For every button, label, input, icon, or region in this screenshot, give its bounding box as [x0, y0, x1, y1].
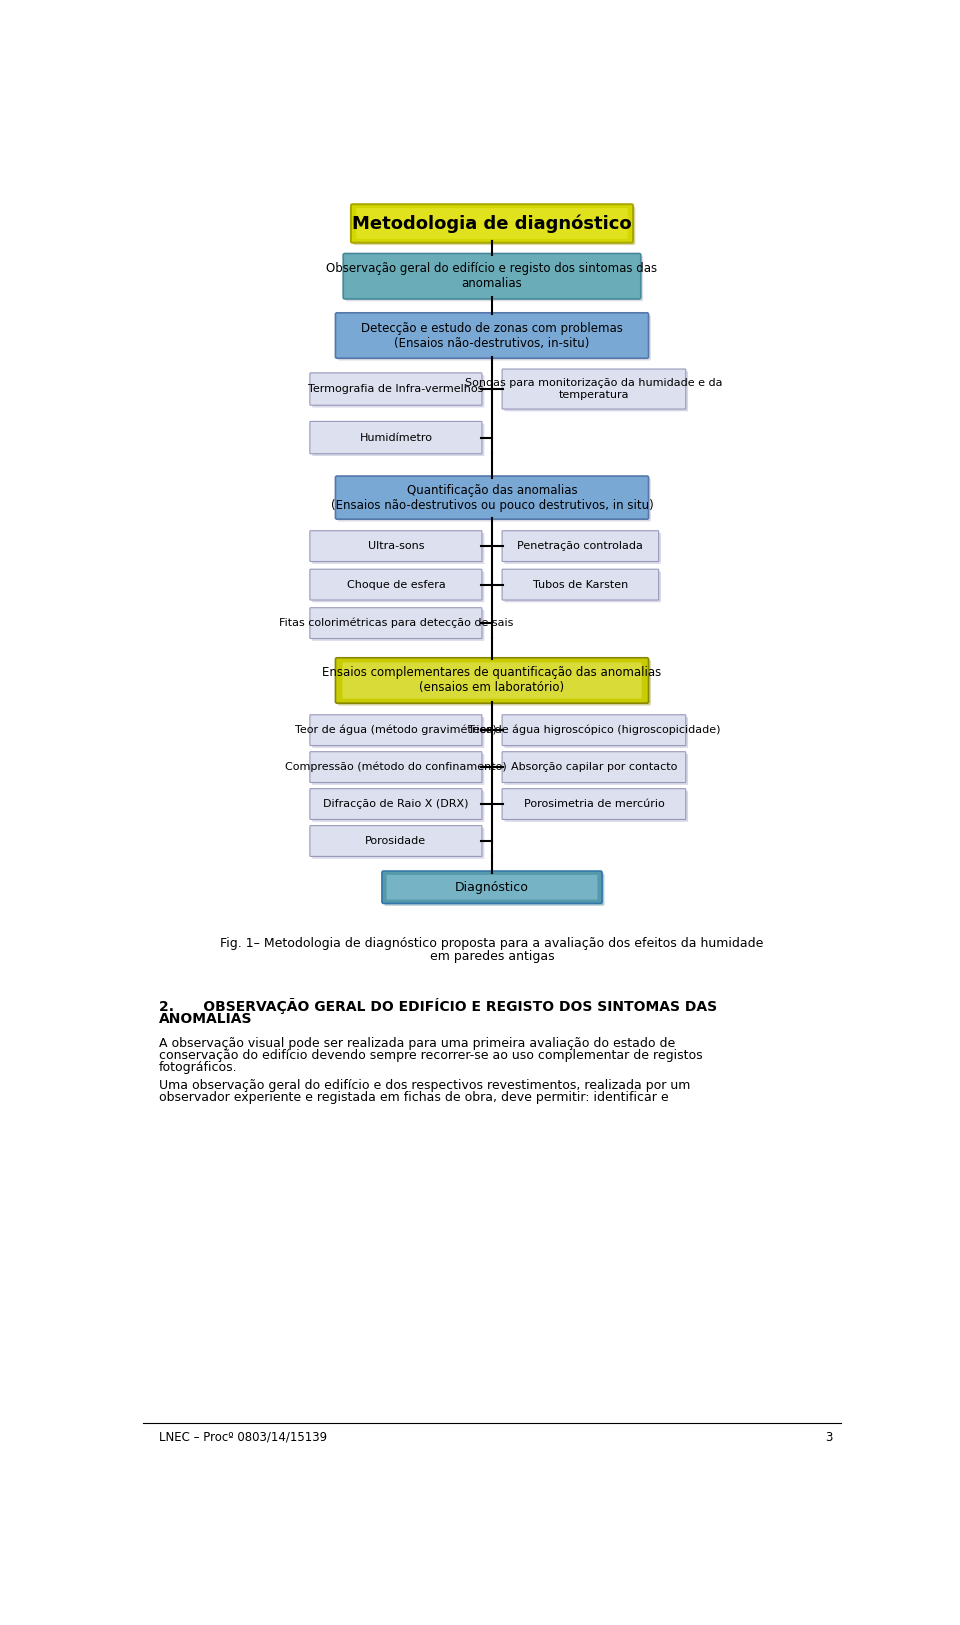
- Text: Uma observação geral do edifício e dos respectivos revestimentos, realizada por : Uma observação geral do edifício e dos r…: [158, 1079, 690, 1092]
- FancyBboxPatch shape: [504, 533, 660, 564]
- Text: Penetração controlada: Penetração controlada: [517, 541, 643, 551]
- Text: Fitas colorimétricas para detecção de sais: Fitas colorimétricas para detecção de sa…: [278, 618, 513, 629]
- FancyBboxPatch shape: [343, 663, 641, 699]
- FancyBboxPatch shape: [504, 372, 688, 411]
- Text: Sondas para monitorização da humidade e da
temperatura: Sondas para monitorização da humidade e …: [466, 379, 723, 400]
- FancyBboxPatch shape: [335, 658, 649, 704]
- Text: Metodologia de diagnóstico: Metodologia de diagnóstico: [352, 214, 632, 232]
- Text: Detecção e estudo de zonas com problemas
(Ensaios não-destrutivos, in-situ): Detecção e estudo de zonas com problemas…: [361, 322, 623, 349]
- FancyBboxPatch shape: [338, 315, 651, 361]
- FancyBboxPatch shape: [502, 752, 685, 783]
- FancyBboxPatch shape: [310, 826, 482, 856]
- Text: Absorção capilar por contacto: Absorção capilar por contacto: [511, 762, 677, 772]
- Text: Ensaios complementares de quantificação das anomalias
(ensaios em laboratório): Ensaios complementares de quantificação …: [323, 666, 661, 694]
- Text: Porosidade: Porosidade: [366, 835, 426, 847]
- FancyBboxPatch shape: [338, 478, 651, 522]
- FancyBboxPatch shape: [351, 205, 633, 242]
- Text: Observação geral do edifício e registo dos sintomas das
anomalias: Observação geral do edifício e registo d…: [326, 262, 658, 291]
- FancyBboxPatch shape: [504, 717, 688, 748]
- Text: 3: 3: [826, 1432, 833, 1445]
- Text: Diagnóstico: Diagnóstico: [455, 881, 529, 894]
- FancyBboxPatch shape: [338, 660, 651, 705]
- FancyBboxPatch shape: [310, 608, 482, 639]
- Text: observador experiente e registada em fichas de obra, deve permitir: identificar : observador experiente e registada em fic…: [158, 1092, 668, 1105]
- FancyBboxPatch shape: [310, 372, 482, 405]
- FancyBboxPatch shape: [312, 533, 484, 564]
- FancyBboxPatch shape: [312, 829, 484, 858]
- FancyBboxPatch shape: [310, 569, 482, 600]
- FancyBboxPatch shape: [312, 375, 484, 408]
- Text: Difracção de Raio X (DRX): Difracção de Raio X (DRX): [324, 800, 468, 809]
- FancyBboxPatch shape: [310, 788, 482, 819]
- Text: ANOMALIAS: ANOMALIAS: [158, 1012, 252, 1025]
- Text: Teor de água (método gravimétrico): Teor de água (método gravimétrico): [295, 725, 496, 736]
- FancyBboxPatch shape: [502, 788, 685, 819]
- FancyBboxPatch shape: [312, 609, 484, 640]
- FancyBboxPatch shape: [504, 754, 688, 785]
- FancyBboxPatch shape: [312, 754, 484, 785]
- FancyBboxPatch shape: [310, 421, 482, 453]
- FancyBboxPatch shape: [335, 476, 649, 518]
- Text: Humidímetro: Humidímetro: [359, 432, 432, 442]
- Text: Termografia de Infra-vermelhos: Termografia de Infra-vermelhos: [308, 384, 484, 393]
- Text: LNEC – Procº 0803/14/15139: LNEC – Procº 0803/14/15139: [158, 1432, 326, 1445]
- FancyBboxPatch shape: [502, 369, 685, 410]
- Text: fotográficos.: fotográficos.: [158, 1061, 237, 1074]
- FancyBboxPatch shape: [312, 717, 484, 748]
- FancyBboxPatch shape: [353, 206, 636, 245]
- FancyBboxPatch shape: [502, 569, 659, 600]
- FancyBboxPatch shape: [356, 208, 628, 239]
- FancyBboxPatch shape: [384, 873, 605, 905]
- Text: Fig. 1– Metodologia de diagnóstico proposta para a avaliação dos efeitos da humi: Fig. 1– Metodologia de diagnóstico propo…: [220, 936, 764, 949]
- FancyBboxPatch shape: [504, 572, 660, 603]
- FancyBboxPatch shape: [312, 424, 484, 457]
- Text: Teor de água higroscópico (higroscopicidade): Teor de água higroscópico (higroscopicid…: [468, 725, 720, 736]
- Text: 2.      OBSERVAÇÃO GERAL DO EDIFÍCIO E REGISTO DOS SINTOMAS DAS: 2. OBSERVAÇÃO GERAL DO EDIFÍCIO E REGIST…: [158, 998, 717, 1014]
- FancyBboxPatch shape: [502, 715, 685, 746]
- FancyBboxPatch shape: [335, 312, 649, 358]
- FancyBboxPatch shape: [310, 752, 482, 783]
- FancyBboxPatch shape: [504, 791, 688, 822]
- Text: Choque de esfera: Choque de esfera: [347, 580, 445, 590]
- FancyBboxPatch shape: [387, 874, 597, 900]
- FancyBboxPatch shape: [312, 572, 484, 603]
- FancyBboxPatch shape: [310, 715, 482, 746]
- Text: Ultra-sons: Ultra-sons: [368, 541, 424, 551]
- FancyBboxPatch shape: [312, 791, 484, 822]
- Text: A observação visual pode ser realizada para uma primeira avaliação do estado de: A observação visual pode ser realizada p…: [158, 1037, 675, 1050]
- Text: conservação do edifício devendo sempre recorrer-se ao uso complementar de regist: conservação do edifício devendo sempre r…: [158, 1048, 703, 1061]
- Text: Compressão (método do confinamento): Compressão (método do confinamento): [285, 762, 507, 772]
- FancyBboxPatch shape: [310, 531, 482, 562]
- FancyBboxPatch shape: [382, 871, 602, 904]
- FancyBboxPatch shape: [502, 531, 659, 562]
- Text: Porosimetria de mercúrio: Porosimetria de mercúrio: [523, 800, 664, 809]
- FancyBboxPatch shape: [344, 254, 641, 299]
- Text: Quantificação das anomalias
(Ensaios não-destrutivos ou pouco destrutivos, in si: Quantificação das anomalias (Ensaios não…: [330, 484, 654, 512]
- Text: Tubos de Karsten: Tubos de Karsten: [533, 580, 628, 590]
- Text: em paredes antigas: em paredes antigas: [430, 951, 554, 964]
- FancyBboxPatch shape: [346, 255, 643, 301]
